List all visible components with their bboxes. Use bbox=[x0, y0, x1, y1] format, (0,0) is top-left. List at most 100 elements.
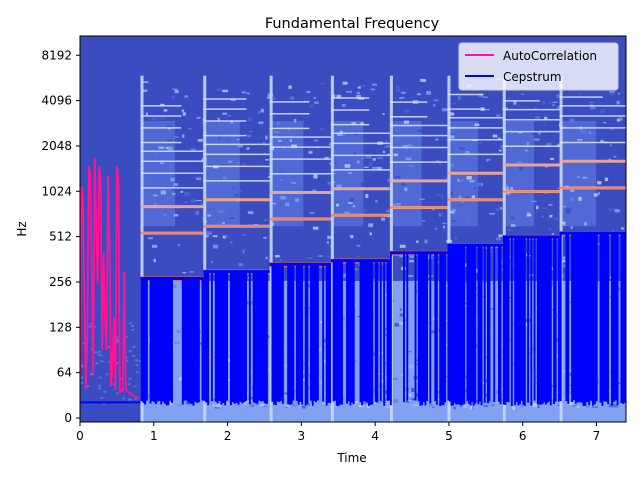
y-tick-label: 2048 bbox=[41, 139, 72, 153]
spectrogram-speckle bbox=[454, 236, 457, 240]
spectrogram-speckle bbox=[290, 227, 294, 231]
spectrogram-speckle bbox=[608, 208, 613, 212]
spectrogram-speckle bbox=[112, 383, 116, 386]
spectrogram-speckle bbox=[496, 401, 502, 404]
spectrogram-speckle bbox=[463, 404, 469, 408]
spectrogram-speckle bbox=[258, 121, 264, 124]
spectrogram-speckle bbox=[569, 118, 575, 123]
spectrogram-speckle bbox=[336, 184, 342, 189]
spectrogram-speckle bbox=[487, 160, 493, 163]
spectrogram-speckle bbox=[408, 165, 415, 167]
spectrogram-speckle bbox=[222, 222, 225, 224]
spectrogram-speckle bbox=[385, 140, 388, 144]
spectrogram-speckle bbox=[494, 179, 497, 182]
spectrogram-speckle bbox=[371, 167, 378, 169]
spectrogram-speckle bbox=[474, 123, 480, 127]
spectrogram-speckle bbox=[181, 109, 185, 113]
spectrogram-speckle bbox=[285, 404, 291, 408]
spectrogram-speckle bbox=[588, 131, 592, 134]
spectrogram-speckle bbox=[407, 144, 413, 146]
spectrogram-speckle bbox=[415, 380, 420, 383]
spectrogram-speckle bbox=[135, 364, 139, 367]
spectrogram-speckle bbox=[552, 213, 556, 215]
spectrogram-speckle bbox=[172, 88, 178, 91]
legend-label-cepstrum: Cepstrum bbox=[503, 70, 562, 84]
spectrogram-speckle bbox=[228, 160, 233, 163]
spectrogram-speckle bbox=[465, 151, 470, 155]
spectrogram-speckle bbox=[405, 401, 410, 403]
spectrogram-speckle bbox=[399, 97, 402, 100]
spectrogram-speckle bbox=[160, 190, 166, 195]
spectrogram-speckle bbox=[387, 109, 392, 112]
spectrogram-speckle bbox=[618, 117, 623, 121]
spectrogram-speckle bbox=[271, 202, 277, 205]
spectrogram-speckle bbox=[549, 214, 553, 218]
spectrogram-speckle bbox=[205, 257, 208, 259]
spectrogram-speckle bbox=[263, 219, 269, 221]
spectrogram-speckle bbox=[450, 192, 453, 196]
spectrogram-speckle bbox=[360, 182, 367, 187]
spectrogram-speckle bbox=[371, 83, 378, 86]
spectrogram-speckle bbox=[307, 403, 311, 406]
spectrogram-speckle bbox=[278, 139, 282, 142]
spectrogram-speckle bbox=[344, 164, 351, 168]
spectrogram-speckle bbox=[519, 166, 524, 171]
spectrogram-speckle bbox=[392, 378, 398, 380]
x-axis-ticks: 0 1 2 3 4 5 6 7 bbox=[76, 422, 600, 443]
spectrogram-speckle bbox=[419, 198, 425, 200]
spectrogram-speckle bbox=[222, 89, 228, 93]
spectrogram-speckle bbox=[346, 256, 351, 259]
spectrogram-speckle bbox=[399, 308, 403, 311]
spectrogram-speckle bbox=[196, 200, 202, 202]
spectrogram-speckle bbox=[343, 273, 348, 278]
spectrogram-speckle bbox=[184, 95, 188, 98]
spectrogram-speckle bbox=[467, 405, 471, 410]
spectrogram-speckle bbox=[450, 103, 457, 105]
spectrogram-speckle bbox=[153, 202, 158, 206]
spectrogram-speckle bbox=[166, 125, 172, 128]
spectrogram-speckle bbox=[462, 281, 469, 283]
spectrogram-speckle bbox=[607, 325, 612, 328]
spectrogram-speckle bbox=[435, 194, 442, 196]
spectrogram-speckle bbox=[410, 316, 415, 319]
spectrogram-speckle bbox=[263, 236, 267, 239]
spectrogram-speckle bbox=[89, 322, 93, 325]
spectrogram-speckle bbox=[377, 86, 381, 89]
spectrogram-speckle bbox=[134, 397, 138, 400]
spectrogram-speckle bbox=[436, 261, 442, 264]
spectrogram-speckle bbox=[255, 200, 260, 203]
spectrogram-speckle bbox=[516, 160, 523, 164]
spectrogram-speckle bbox=[358, 404, 365, 408]
x-tick-label: 1 bbox=[150, 429, 158, 443]
legend-label-autocorrelation: AutoCorrelation bbox=[503, 49, 597, 63]
spectrogram-speckle bbox=[265, 135, 268, 140]
spectrogram-speckle bbox=[412, 397, 416, 401]
spectrogram-speckle bbox=[616, 100, 620, 105]
spectrogram-speckle bbox=[237, 145, 243, 148]
spectrogram-speckle bbox=[505, 192, 511, 195]
spectrogram-speckle bbox=[600, 109, 605, 114]
spectrogram-speckle bbox=[125, 360, 129, 363]
spectrogram-speckle bbox=[604, 177, 609, 182]
spectrogram-speckle bbox=[255, 160, 260, 163]
spectrogram-speckle bbox=[296, 222, 302, 226]
spectrogram-speckle bbox=[99, 354, 103, 357]
spectrogram-speckle bbox=[512, 406, 516, 410]
spectrogram-onset bbox=[330, 75, 334, 422]
spectrogram-speckle bbox=[596, 277, 600, 282]
spectrogram-speckle bbox=[572, 405, 576, 407]
series-autocorrelation-line bbox=[80, 158, 140, 399]
spectrogram-speckle bbox=[142, 89, 148, 92]
spectrogram-speckle bbox=[409, 138, 413, 141]
spectrogram-speckle bbox=[534, 106, 538, 109]
spectrogram-speckle bbox=[492, 134, 498, 138]
spectrogram-speckle bbox=[365, 194, 369, 198]
spectrogram-speckle bbox=[489, 213, 496, 215]
spectrogram-speckle bbox=[416, 93, 421, 96]
spectrogram-speckle bbox=[486, 401, 492, 404]
spectrogram-speckle bbox=[323, 346, 328, 349]
spectrogram-speckle bbox=[356, 245, 361, 247]
spectrogram-speckle bbox=[147, 282, 151, 284]
spectrogram-speckle bbox=[500, 145, 505, 149]
spectrogram-speckle bbox=[321, 196, 327, 199]
